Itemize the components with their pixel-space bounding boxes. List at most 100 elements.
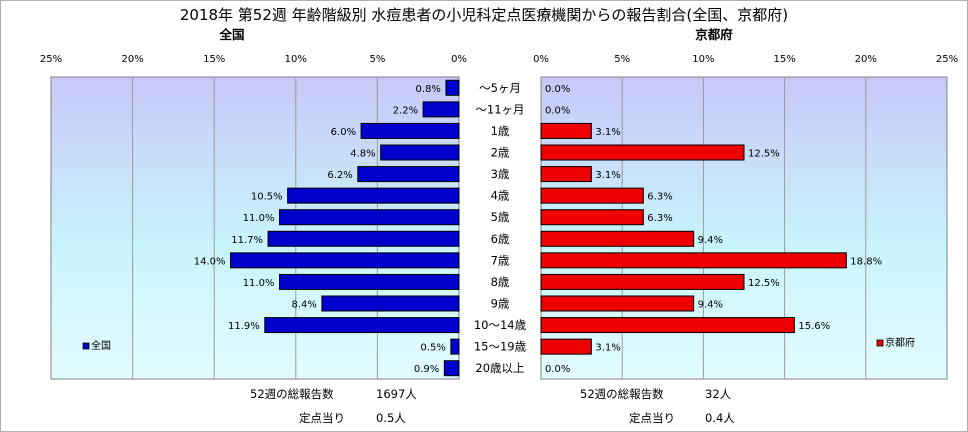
category-label: 4歳 xyxy=(491,189,510,203)
bar-national xyxy=(230,252,460,269)
data-label-national: 8.4% xyxy=(292,300,317,311)
chart-title: 2018年 第52週 年齢階級別 水痘患者の小児科定点医療機関からの報告割合(全… xyxy=(180,6,788,24)
bar-kyoto xyxy=(540,338,592,355)
bar-kyoto xyxy=(540,252,847,269)
legend-label-national: 全国 xyxy=(91,339,111,352)
category-label: 5歳 xyxy=(491,210,510,224)
left-panel-title: 全国 xyxy=(218,27,244,42)
category-label: 7歳 xyxy=(491,253,510,267)
bar-national xyxy=(380,144,460,161)
category-label: 9歳 xyxy=(491,297,510,311)
tick-label-left: 10% xyxy=(285,54,307,65)
tick-label-right: 15% xyxy=(773,54,795,65)
footer-kyoto: 52週の総報告数 32人 定点当り 0.4人 xyxy=(580,387,735,425)
data-label-national: 6.0% xyxy=(331,127,356,138)
bar-kyoto xyxy=(540,122,592,139)
legend-label-kyoto: 京都府 xyxy=(885,336,915,349)
data-label-kyoto: 3.1% xyxy=(595,343,620,354)
bar-national xyxy=(287,187,460,204)
data-label-national: 10.5% xyxy=(251,192,283,203)
bar-national xyxy=(264,317,460,334)
data-label-national: 14.0% xyxy=(194,256,226,267)
data-label-national: 0.9% xyxy=(414,364,439,375)
bar-national xyxy=(450,338,460,355)
category-label: ～11ヶ月 xyxy=(475,102,524,116)
left-plot-area xyxy=(50,76,460,380)
data-label-national: 0.5% xyxy=(420,343,445,354)
bar-national xyxy=(278,273,460,290)
category-label: ～5ヶ月 xyxy=(479,81,521,95)
data-label-kyoto: 0.0% xyxy=(545,105,570,116)
data-label-kyoto: 18.8% xyxy=(850,256,882,267)
category-label: 20歳以上 xyxy=(475,361,524,375)
bar-national xyxy=(357,166,460,183)
category-label: 8歳 xyxy=(491,275,510,289)
national-per-value: 0.5人 xyxy=(376,411,406,425)
bar-kyoto xyxy=(540,187,644,204)
bar-kyoto xyxy=(540,295,695,312)
right-panel-title: 京都府 xyxy=(695,27,733,42)
data-label-kyoto: 12.5% xyxy=(748,149,780,160)
category-label: 6歳 xyxy=(491,232,510,246)
bar-national xyxy=(443,360,460,377)
tick-label-right: 25% xyxy=(936,54,958,65)
kyoto-per-label: 定点当り xyxy=(629,411,675,425)
bar-kyoto xyxy=(540,230,695,247)
tick-label-right: 10% xyxy=(692,54,714,65)
data-label-national: 11.9% xyxy=(228,321,260,332)
category-label: 3歳 xyxy=(491,167,510,181)
bar-national xyxy=(360,122,460,139)
bar-national xyxy=(422,101,460,118)
category-label: 15～19歳 xyxy=(474,340,527,354)
kyoto-total-value: 32人 xyxy=(705,387,732,401)
data-label-kyoto: 9.4% xyxy=(698,235,723,246)
data-label-kyoto: 6.3% xyxy=(647,192,672,203)
data-label-kyoto: 3.1% xyxy=(595,127,620,138)
bar-kyoto xyxy=(540,166,592,183)
left-legend: 全国 xyxy=(82,339,111,352)
tick-label-right: 0% xyxy=(533,54,549,65)
data-label-kyoto: 15.6% xyxy=(798,321,830,332)
bar-kyoto xyxy=(540,273,745,290)
tick-label-right: 20% xyxy=(855,54,877,65)
national-total-label: 52週の総報告数 xyxy=(250,387,334,401)
data-label-kyoto: 3.1% xyxy=(595,170,620,181)
tick-label-left: 25% xyxy=(40,54,62,65)
data-label-kyoto: 12.5% xyxy=(748,278,780,289)
tick-label-right: 5% xyxy=(614,54,630,65)
tick-label-left: 20% xyxy=(121,54,143,65)
bar-kyoto xyxy=(540,317,795,334)
data-label-kyoto: 0.0% xyxy=(545,84,570,95)
data-label-kyoto: 0.0% xyxy=(545,364,570,375)
data-label-national: 2.2% xyxy=(393,105,418,116)
data-label-national: 11.0% xyxy=(243,278,275,289)
tick-label-left: 0% xyxy=(451,54,467,65)
tick-label-left: 15% xyxy=(203,54,225,65)
national-per-label: 定点当り xyxy=(299,411,345,425)
data-label-kyoto: 9.4% xyxy=(698,300,723,311)
data-label-national: 4.8% xyxy=(350,149,375,160)
national-total-value: 1697人 xyxy=(376,387,417,401)
data-label-kyoto: 6.3% xyxy=(647,213,672,224)
kyoto-total-label: 52週の総報告数 xyxy=(580,387,664,401)
bar-national xyxy=(278,209,460,226)
legend-swatch-kyoto xyxy=(876,339,884,347)
data-label-national: 6.2% xyxy=(327,170,352,181)
tick-label-left: 5% xyxy=(369,54,385,65)
bar-kyoto xyxy=(540,209,644,226)
footer-national: 52週の総報告数 1697人 定点当り 0.5人 xyxy=(250,387,417,425)
bar-national xyxy=(267,230,460,247)
kyoto-per-value: 0.4人 xyxy=(705,411,735,425)
bar-national xyxy=(445,79,460,96)
category-label: 10～14歳 xyxy=(474,318,527,332)
bar-kyoto xyxy=(540,144,745,161)
data-label-national: 0.8% xyxy=(416,84,441,95)
right-legend: 京都府 xyxy=(876,336,915,349)
data-label-national: 11.7% xyxy=(231,235,263,246)
data-label-national: 11.0% xyxy=(243,213,275,224)
category-label: 2歳 xyxy=(491,146,510,160)
right-plot-area xyxy=(540,76,948,380)
bar-national xyxy=(321,295,460,312)
category-label: 1歳 xyxy=(491,124,510,138)
